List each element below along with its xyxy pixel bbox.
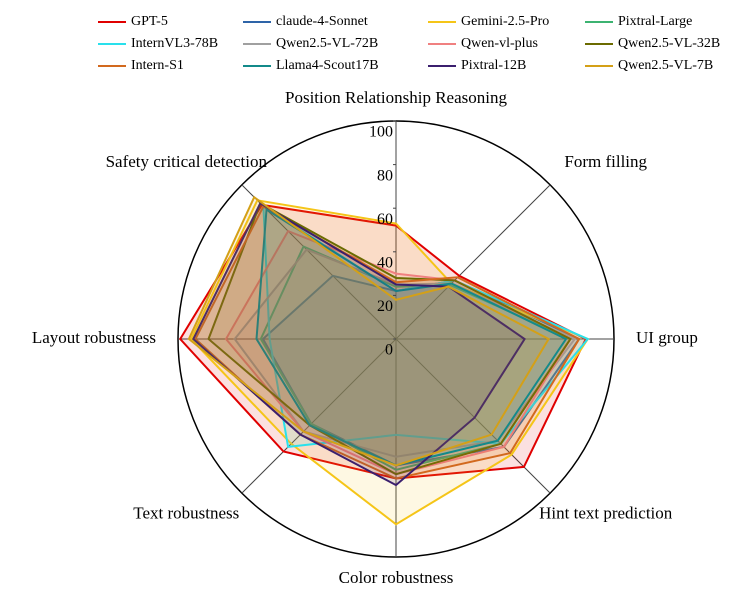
series-area [187,195,551,467]
axis-label: UI group [636,328,698,347]
r-tick-label: 80 [377,167,393,184]
legend-label: Qwen2.5-VL-32B [618,36,720,51]
spoke [241,338,397,494]
legend-label: Qwen2.5-VL-72B [276,36,378,51]
r-tick-label: 60 [377,211,393,228]
legend-label: Pixtral-12B [461,58,526,73]
legend-label: claude-4-Sonnet [276,14,368,29]
r-tick-label: 0 [385,342,393,359]
legend-label: Pixtral-Large [618,14,692,29]
axis-label: Text robustness [133,504,239,523]
series-area [262,204,590,448]
axis-label: Form filling [564,152,647,171]
axis-label: Hint text prediction [539,504,673,523]
series-area [192,201,526,487]
legend-label: Qwen2.5-VL-7B [618,58,713,73]
r-tick-label: 20 [377,298,393,315]
axis-label: Color robustness [339,568,454,587]
axis-label: Layout robustness [32,328,156,347]
axis-label: Safety critical detection [106,152,268,171]
spoke [395,184,551,340]
legend-label: Gemini-2.5-Pro [461,14,549,29]
r-tick-label: 100 [369,124,393,141]
legend-label: InternVL3-78B [131,36,218,51]
legend-label: GPT-5 [131,14,168,29]
legend-label: Llama4-Scout17B [276,58,379,73]
legend-label: Qwen-vl-plus [461,36,538,51]
legend-label: Intern-S1 [131,58,184,73]
axis-label: Position Relationship Reasoning [285,88,507,107]
series-area [194,205,581,480]
r-tick-label: 40 [377,254,393,271]
